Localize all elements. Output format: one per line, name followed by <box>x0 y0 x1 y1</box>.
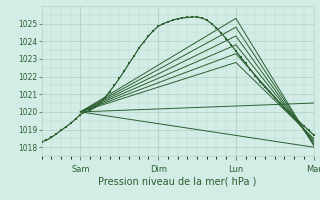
X-axis label: Pression niveau de la mer( hPa ): Pression niveau de la mer( hPa ) <box>99 177 257 187</box>
